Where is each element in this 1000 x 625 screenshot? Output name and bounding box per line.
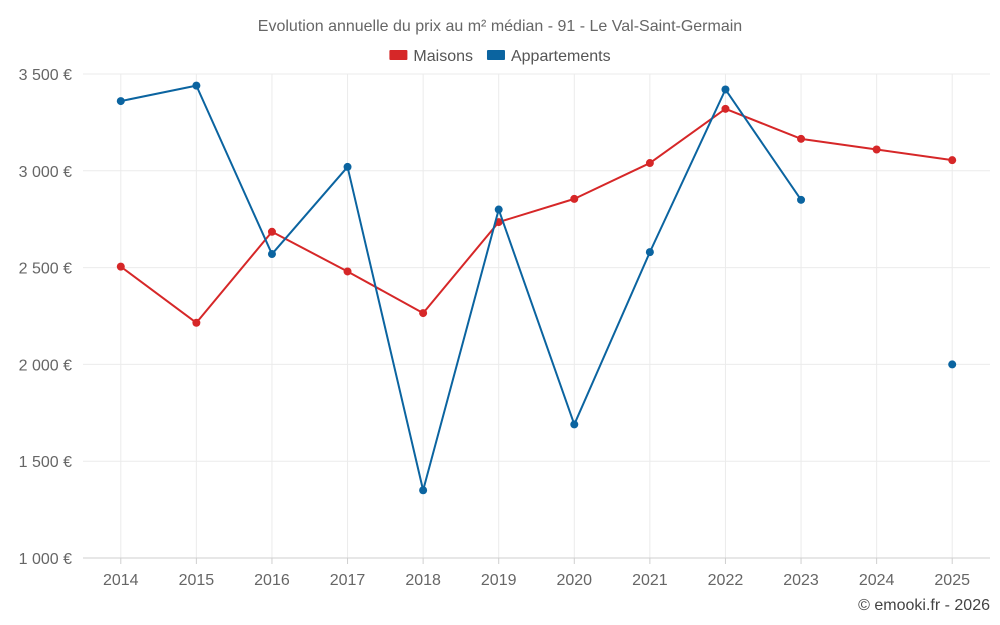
data-point-appartements[interactable] bbox=[645, 248, 654, 257]
data-point-maisons[interactable] bbox=[797, 134, 806, 143]
credit-text: © emooki.fr - 2026 bbox=[858, 597, 990, 614]
legend-swatch bbox=[389, 50, 408, 60]
x-tick-label: 2015 bbox=[179, 572, 215, 589]
x-tick-label: 2022 bbox=[708, 572, 744, 589]
axes: 1 000 € 1 500 € 2 000 € 2 500 € 3 000 € 3 500… bbox=[19, 67, 990, 589]
data-point-maisons[interactable] bbox=[872, 145, 881, 154]
x-tick-label: 2019 bbox=[481, 572, 517, 589]
data-point-appartements[interactable] bbox=[267, 250, 276, 259]
data-point-appartements[interactable] bbox=[721, 85, 730, 94]
y-tick-label: 3 500 € bbox=[19, 67, 72, 84]
x-tick-label: 2021 bbox=[632, 572, 668, 589]
legend: Maisons Appartements bbox=[389, 48, 611, 65]
data-point-appartements[interactable] bbox=[948, 360, 957, 369]
data-point-maisons[interactable] bbox=[116, 262, 125, 271]
data-point-maisons[interactable] bbox=[419, 309, 428, 318]
x-tick-label: 2014 bbox=[103, 572, 139, 589]
y-tick-label: 2 500 € bbox=[19, 261, 72, 278]
data-point-appartements[interactable] bbox=[116, 97, 125, 106]
data-point-maisons[interactable] bbox=[192, 318, 201, 327]
x-tick-label: 2025 bbox=[934, 572, 970, 589]
x-tick-label: 2020 bbox=[556, 572, 592, 589]
y-tick-label: 3 000 € bbox=[19, 164, 72, 181]
y-tick-label: 2 000 € bbox=[19, 357, 72, 374]
x-tick-label: 2023 bbox=[783, 572, 819, 589]
data-point-appartements[interactable] bbox=[343, 162, 352, 171]
x-tick-label: 2017 bbox=[330, 572, 366, 589]
data-point-maisons[interactable] bbox=[570, 194, 579, 203]
chart-title: Evolution annuelle du prix au m² médian … bbox=[258, 18, 742, 35]
grid bbox=[83, 73, 990, 558]
x-tick-label: 2016 bbox=[254, 572, 290, 589]
series-line-maisons bbox=[120, 107, 953, 324]
series-layer bbox=[116, 81, 957, 495]
data-point-appartements[interactable] bbox=[494, 205, 503, 214]
series-line-appartements bbox=[120, 84, 802, 492]
legend-label: Maisons bbox=[413, 48, 473, 65]
legend-swatch bbox=[486, 50, 505, 60]
legend-item-maisons[interactable]: Maisons bbox=[389, 48, 473, 65]
x-tick-label: 2024 bbox=[859, 572, 895, 589]
data-point-maisons[interactable] bbox=[267, 227, 276, 236]
data-point-appartements[interactable] bbox=[797, 195, 806, 204]
data-point-appartements[interactable] bbox=[419, 486, 428, 495]
y-tick-label: 1 500 € bbox=[19, 454, 72, 471]
legend-item-appartements[interactable]: Appartements bbox=[486, 48, 611, 65]
data-point-appartements[interactable] bbox=[192, 81, 201, 90]
data-point-maisons[interactable] bbox=[721, 104, 730, 113]
x-tick-label: 2018 bbox=[405, 572, 441, 589]
data-point-appartements[interactable] bbox=[570, 420, 579, 429]
data-point-maisons[interactable] bbox=[645, 159, 654, 168]
y-tick-label: 1 000 € bbox=[19, 551, 72, 568]
data-point-maisons[interactable] bbox=[948, 156, 957, 165]
data-point-maisons[interactable] bbox=[343, 267, 352, 276]
legend-label: Appartements bbox=[511, 48, 611, 65]
